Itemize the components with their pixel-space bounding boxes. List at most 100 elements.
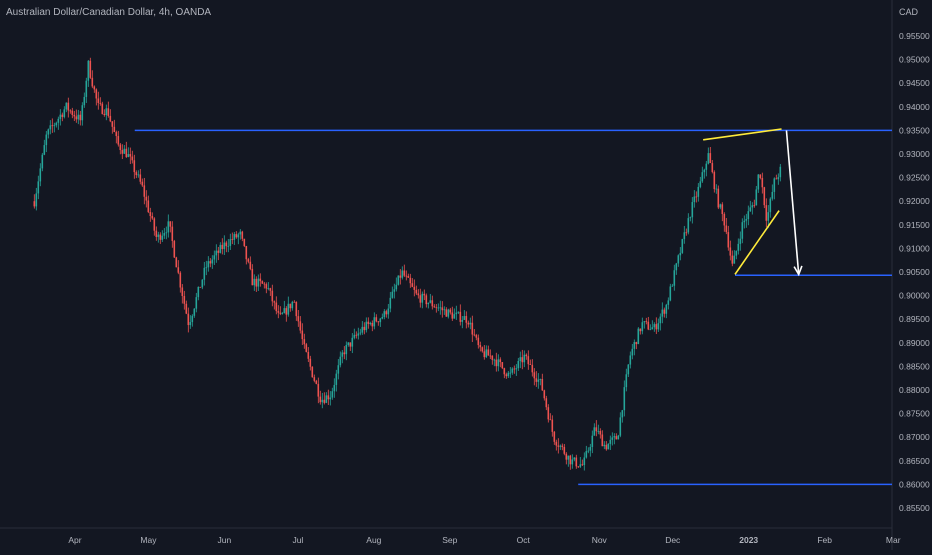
candle-body bbox=[213, 255, 216, 260]
candle-body bbox=[325, 395, 328, 403]
candle-body bbox=[555, 441, 558, 446]
price-tick-label: 0.90500 bbox=[899, 267, 930, 277]
candle-body bbox=[67, 102, 70, 111]
candle-body bbox=[81, 105, 84, 121]
candle-body bbox=[501, 362, 504, 369]
candle-body bbox=[453, 314, 456, 319]
candle-body bbox=[715, 188, 718, 190]
candle-body bbox=[347, 342, 350, 345]
candle-body bbox=[521, 357, 524, 363]
candle-body bbox=[367, 321, 370, 324]
candle-body bbox=[75, 116, 78, 120]
candle-body bbox=[523, 354, 526, 363]
candle-body bbox=[543, 390, 546, 399]
candle-body bbox=[185, 303, 188, 314]
candle-body bbox=[637, 328, 640, 345]
candle-body bbox=[217, 250, 220, 253]
candle-body bbox=[203, 267, 206, 280]
candle-body bbox=[461, 319, 464, 322]
candle-body bbox=[687, 218, 690, 233]
candle-body bbox=[615, 436, 618, 440]
currency-label: CAD bbox=[899, 7, 919, 17]
candles-group bbox=[33, 57, 782, 471]
candle-body bbox=[351, 337, 354, 347]
candle-body bbox=[141, 181, 144, 186]
candle-body bbox=[423, 293, 426, 296]
candle-body bbox=[183, 296, 186, 304]
candle-body bbox=[149, 212, 152, 217]
candle-body bbox=[215, 250, 218, 256]
candle-body bbox=[657, 323, 660, 330]
time-tick-label: Apr bbox=[68, 535, 81, 545]
candle-body bbox=[539, 379, 542, 380]
candle-body bbox=[641, 322, 644, 332]
candle-body bbox=[599, 430, 602, 435]
candle-body bbox=[703, 169, 706, 173]
price-tick-label: 0.87000 bbox=[899, 432, 930, 442]
candle-body bbox=[283, 308, 286, 314]
candle-body bbox=[97, 98, 100, 103]
candle-body bbox=[263, 283, 266, 285]
candle-body bbox=[419, 295, 422, 303]
price-tick-label: 0.93500 bbox=[899, 125, 930, 135]
price-tick-label: 0.95500 bbox=[899, 31, 930, 41]
candle-body bbox=[777, 177, 780, 180]
candle-body bbox=[695, 196, 698, 198]
candle-body bbox=[115, 132, 118, 137]
candle-body bbox=[341, 352, 344, 357]
candle-body bbox=[601, 434, 604, 447]
candle-body bbox=[337, 365, 340, 374]
candle-body bbox=[579, 464, 582, 467]
candle-body bbox=[363, 326, 366, 331]
candle-body bbox=[171, 226, 174, 241]
candle-body bbox=[389, 297, 392, 309]
candle-body bbox=[719, 204, 722, 208]
candle-body bbox=[633, 342, 636, 349]
candle-body bbox=[773, 178, 776, 192]
candle-body bbox=[279, 312, 282, 314]
candle-body bbox=[179, 272, 182, 288]
candle-body bbox=[749, 207, 752, 212]
candle-body bbox=[121, 150, 124, 154]
candle-body bbox=[765, 205, 768, 221]
candle-body bbox=[571, 459, 574, 465]
candle-body bbox=[557, 445, 560, 447]
candle-body bbox=[475, 335, 478, 338]
candle-body bbox=[505, 374, 508, 377]
candle-body bbox=[49, 125, 52, 130]
candle-body bbox=[663, 309, 666, 314]
candle-body bbox=[153, 218, 156, 231]
candle-body bbox=[139, 174, 142, 182]
candle-body bbox=[119, 144, 122, 151]
candle-body bbox=[425, 295, 428, 305]
candle-body bbox=[535, 378, 538, 382]
price-tick-label: 0.85500 bbox=[899, 503, 930, 513]
price-tick-label: 0.90000 bbox=[899, 291, 930, 301]
candle-body bbox=[89, 60, 92, 78]
candle-body bbox=[187, 313, 190, 326]
candle-body bbox=[167, 221, 170, 233]
candle-body bbox=[735, 250, 738, 256]
candle-body bbox=[195, 297, 198, 309]
candle-body bbox=[479, 345, 482, 348]
price-tick-label: 0.91000 bbox=[899, 243, 930, 253]
candle-body bbox=[307, 351, 310, 359]
candle-body bbox=[163, 233, 166, 236]
candle-body bbox=[205, 267, 208, 269]
candle-body bbox=[125, 148, 128, 157]
candle-body bbox=[507, 372, 510, 377]
time-tick-label: 2023 bbox=[739, 535, 758, 545]
candle-body bbox=[79, 114, 82, 121]
candle-body bbox=[573, 457, 576, 460]
candle-body bbox=[229, 239, 232, 246]
candle-body bbox=[261, 281, 264, 284]
candle-body bbox=[451, 312, 454, 319]
candle-body bbox=[267, 288, 270, 289]
candle-body bbox=[433, 306, 436, 308]
candle-body bbox=[131, 156, 134, 161]
candle-body bbox=[147, 200, 150, 213]
candle-body bbox=[429, 300, 432, 303]
candle-body bbox=[73, 114, 76, 117]
